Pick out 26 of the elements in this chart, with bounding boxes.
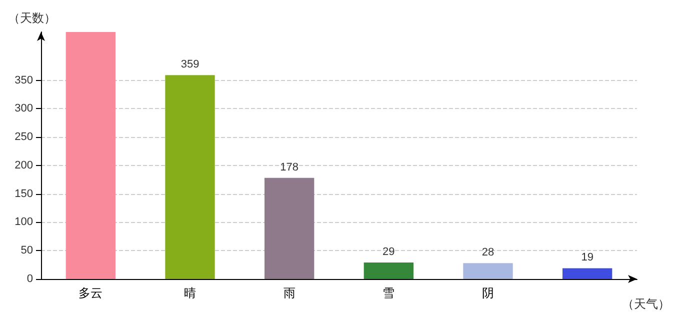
data-label: 359 — [180, 58, 200, 71]
y-tick-label: 50 — [20, 244, 33, 257]
y-tick-label: 200 — [14, 159, 33, 172]
bar — [66, 32, 116, 279]
bar — [364, 262, 414, 279]
y-tick-label: 250 — [14, 131, 33, 144]
data-label: 19 — [581, 252, 594, 264]
bar — [264, 178, 314, 279]
y-tick-label: 350 — [14, 74, 33, 86]
x-tick-label: 晴 — [184, 286, 196, 300]
bar — [562, 268, 612, 279]
bar — [165, 75, 215, 279]
x-tick-label: 阴 — [482, 286, 494, 300]
y-tick-label: 100 — [14, 216, 33, 228]
bar — [463, 263, 513, 279]
x-tick-label: 雪 — [382, 286, 395, 300]
y-tick-label: 0 — [26, 273, 33, 285]
x-tick-label: 雨 — [283, 286, 296, 300]
x-tick-label: 多云 — [78, 286, 103, 300]
y-tick-label: 300 — [14, 102, 33, 115]
data-label: 28 — [482, 246, 494, 259]
x-axis-title: （天气） — [622, 297, 670, 311]
data-label: 29 — [382, 246, 395, 258]
data-label: 178 — [280, 161, 299, 174]
y-axis-title: （天数） — [8, 11, 56, 25]
y-tick-label: 150 — [14, 188, 33, 200]
